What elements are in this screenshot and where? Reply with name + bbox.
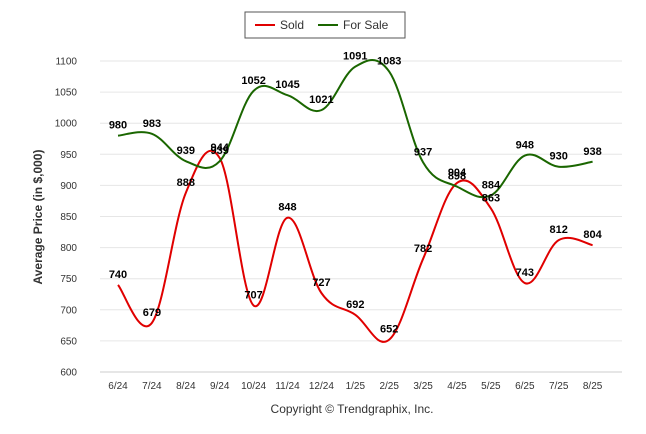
y-tick-label: 1000 <box>55 119 78 130</box>
sold-data-label: 652 <box>380 324 398 336</box>
sold-data-label: 692 <box>346 299 364 311</box>
y-tick-label: 1100 <box>55 57 77 68</box>
for-sale-data-label: 939 <box>211 145 229 157</box>
legend-sold-label: Sold <box>280 18 304 32</box>
for-sale-data-label: 939 <box>177 145 195 157</box>
sold-data-label: 812 <box>550 224 568 236</box>
sold-data-label: 782 <box>414 243 432 255</box>
sold-data-label: 679 <box>143 307 161 319</box>
for-sale-data-label: 1083 <box>377 56 401 68</box>
y-tick-label: 900 <box>60 181 77 192</box>
sold-line <box>117 150 593 343</box>
for-sale-data-label: 938 <box>583 146 601 158</box>
for-sale-data-label: 884 <box>482 179 501 191</box>
data-labels: 740 679 888 944 707 848 727 692 652 782 904 863 743 8… <box>109 51 603 336</box>
x-tick-label: 1/25 <box>346 381 366 392</box>
y-axis-title: Average Price (in $,000) <box>31 150 45 285</box>
for-sale-data-label: 1045 <box>275 79 299 91</box>
x-tick-label: 8/25 <box>583 381 603 392</box>
sold-data-label: 804 <box>583 229 602 241</box>
sold-data-label: 743 <box>516 267 534 279</box>
y-tick-label: 1050 <box>55 88 78 99</box>
x-tick-label: 8/24 <box>176 381 196 392</box>
sold-data-label: 727 <box>312 277 330 289</box>
sold-data-label: 904 <box>448 167 467 179</box>
sold-data-label: 863 <box>482 192 500 204</box>
x-tick-label: 6/24 <box>108 381 128 392</box>
for-sale-data-label: 898 <box>448 171 466 183</box>
y-tick-label: 800 <box>60 243 77 254</box>
y-tick-label: 850 <box>60 212 77 223</box>
x-tick-label: 5/25 <box>481 381 501 392</box>
x-tick-label: 11/24 <box>275 381 300 392</box>
y-tick-label: 650 <box>60 336 77 347</box>
for-sale-data-label: 1091 <box>343 51 367 63</box>
x-tick-label: 10/24 <box>241 381 266 392</box>
series-lines <box>117 59 593 343</box>
sold-data-label: 848 <box>278 202 296 214</box>
for-sale-data-label: 980 <box>109 120 127 132</box>
sold-data-label: 944 <box>211 142 230 154</box>
x-tick-label: 12/24 <box>309 381 334 392</box>
for-sale-data-label: 1052 <box>241 75 265 87</box>
x-axis-ticks: 6/24 7/24 8/24 9/24 10/24 11/24 12/24 1/25 2/25 3… <box>100 371 622 392</box>
legend: Sold For Sale <box>244 11 406 39</box>
for-sale-data-label: 930 <box>550 151 568 163</box>
legend-for-sale-label: For Sale <box>343 18 389 32</box>
sold-data-label: 707 <box>244 289 262 301</box>
y-tick-label: 600 <box>60 368 77 379</box>
for-sale-data-label: 983 <box>143 118 161 130</box>
y-axis-ticks: 600 650 700 750 800 850 900 950 1000 1050 1100 <box>55 57 78 379</box>
x-tick-label: 6/25 <box>515 381 535 392</box>
sold-data-label: 740 <box>109 269 127 281</box>
x-tick-label: 3/25 <box>413 381 433 392</box>
for-sale-data-label: 937 <box>414 146 432 158</box>
y-tick-label: 750 <box>60 274 77 285</box>
x-tick-label: 9/24 <box>210 381 230 392</box>
for-sale-line <box>117 59 593 199</box>
y-tick-label: 700 <box>60 305 77 316</box>
y-tick-label: 950 <box>60 150 77 161</box>
for-sale-data-label: 948 <box>516 140 534 152</box>
x-tick-label: 2/25 <box>379 381 399 392</box>
x-tick-label: 7/24 <box>142 381 162 392</box>
for-sale-data-label: 1021 <box>309 94 333 106</box>
x-tick-label: 7/25 <box>549 381 569 392</box>
x-tick-label: 4/25 <box>447 381 467 392</box>
sold-data-label: 888 <box>177 177 195 189</box>
copyright-credit: Copyright © Trendgraphix, Inc. <box>271 402 434 416</box>
